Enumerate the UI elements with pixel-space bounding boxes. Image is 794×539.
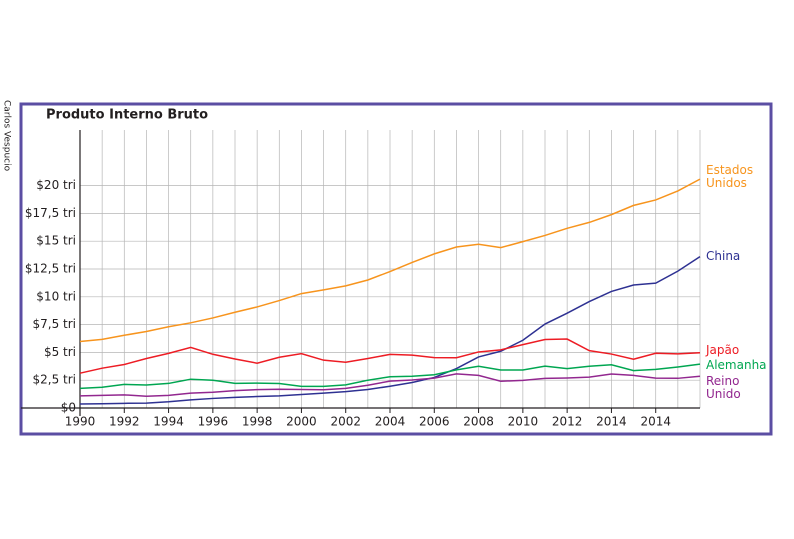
legend-label: Alemanha [706, 358, 767, 373]
series-line [79, 373, 701, 397]
x-tick-label: 1998 [242, 415, 273, 429]
y-tick-label: $7,5 tri [32, 317, 76, 331]
legend-label: Reino Unido [706, 374, 741, 402]
x-tick-label: 2012 [552, 415, 583, 429]
y-tick-label: $10 tri [36, 289, 76, 303]
chart-title: Produto Interno Bruto [46, 108, 208, 123]
y-tick-label: $20 tri [36, 178, 76, 192]
x-tick-label: 2008 [463, 415, 494, 429]
frame [19, 102, 773, 436]
x-tick-label: 1996 [198, 415, 229, 429]
x-tick-label: 1990 [65, 415, 96, 429]
y-tick-label: $12,5 tri [25, 262, 76, 276]
x-tick-label: 2002 [330, 415, 361, 429]
series-line [79, 178, 701, 343]
legend-label: China [706, 248, 741, 263]
x-tick-label: 2010 [508, 415, 539, 429]
x-tick-label: 1994 [153, 415, 184, 429]
credit: Carlos Vespucio [2, 100, 12, 172]
series-line [79, 256, 701, 405]
series-line [79, 338, 701, 374]
legend-label: Estados Unidos [706, 163, 754, 191]
y-tick-label: $2,5 tri [32, 373, 76, 387]
y-tick-label: $15 tri [36, 234, 76, 248]
x-tick-label: 2014 [596, 415, 627, 429]
series-line [79, 363, 701, 390]
legend-label: Japão [706, 342, 740, 357]
x-tick-label: 2006 [419, 415, 450, 429]
x-tick-label: 2004 [375, 415, 406, 429]
y-tick-label: $5 tri [44, 345, 76, 359]
x-tick-label: 2014 [640, 415, 671, 429]
x-tick-label: 2000 [286, 415, 317, 429]
x-tick-label: 1992 [109, 415, 140, 429]
y-tick-label: $17,5 tri [25, 206, 76, 220]
